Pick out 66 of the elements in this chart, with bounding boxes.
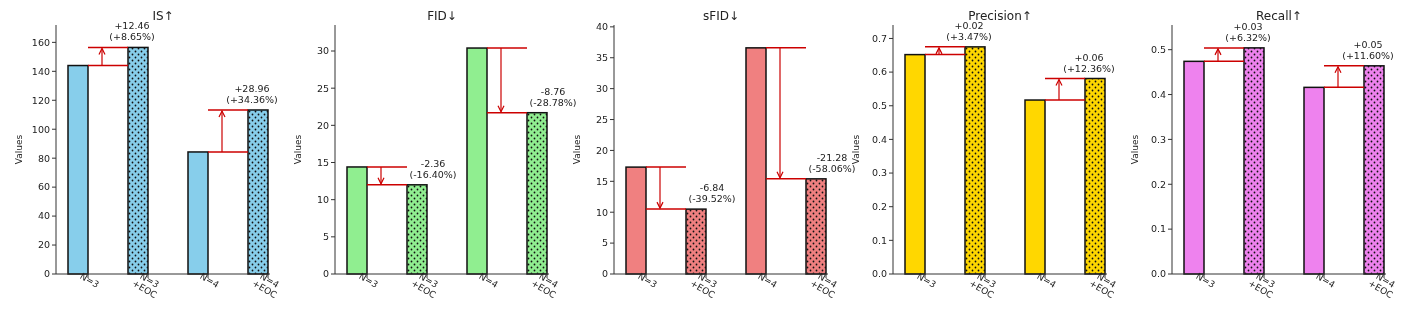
y-tick-label: 0.4 [1150,88,1166,100]
y-axis-title: Values [851,134,861,165]
y-axis-title: Values [293,134,303,165]
y-tick-label: 0.3 [1150,133,1166,145]
y-tick-label: 0.5 [1150,44,1166,55]
x-tick-label: N=4 [1314,271,1337,290]
x-tick-label: N=4 [1035,271,1058,290]
y-tick-label: 30 [595,82,608,94]
chart-title: sFID↓ [703,9,739,23]
y-tick-label: 5 [322,231,329,243]
x-tick-label: N=3 [78,271,101,290]
y-tick-label: 0.5 [871,100,887,112]
y-tick-label: 40 [595,21,608,33]
y-tick-label: 140 [31,65,50,77]
y-tick-label: 15 [595,175,608,187]
y-tick-label: 0.1 [1150,223,1166,235]
y-tick-label: 100 [31,123,50,135]
annotation: +0.06 (+12.36%) [1063,51,1115,74]
annotation: +0.03 (+6.32%) [1225,20,1271,43]
y-tick-label: 0.0 [871,268,887,280]
y-tick-label: 0.6 [871,66,887,78]
y-tick-label: 120 [31,94,50,106]
y-tick-label: 15 [316,156,329,168]
x-tick-label: N=4 [756,271,779,290]
x-tick-label: N=3 [636,271,659,290]
y-tick-label: 160 [31,36,50,48]
annotation: -8.76 (-28.78%) [529,85,577,108]
y-axis-title: Values [572,134,582,165]
x-tick-label: N=3 [915,271,938,290]
x-tick-label: N=3 [357,271,380,290]
y-tick-label: 20 [595,144,608,156]
y-tick-label: 40 [37,210,50,222]
annotation: -2.36 (-16.40%) [409,157,457,180]
y-tick-label: 20 [316,119,329,131]
y-axis-title: Values [14,134,24,165]
y-tick-label: 0 [601,268,608,280]
y-tick-label: 0.3 [871,167,887,179]
y-tick-label: 25 [316,82,329,94]
chart-title: IS↑ [152,9,174,23]
y-tick-label: 0 [43,268,50,280]
y-tick-label: 5 [601,237,608,249]
x-tick-label: N=4 [198,271,221,290]
y-tick-label: 0.2 [871,201,887,213]
y-tick-label: 10 [595,206,608,218]
y-tick-label: 25 [595,113,608,125]
y-tick-label: 0.1 [871,234,887,246]
y-axis-title: Values [1130,134,1140,165]
y-tick-label: 0.4 [871,133,887,145]
y-tick-label: 80 [37,152,50,164]
y-tick-label: 0.7 [871,32,887,44]
annotation: +12.46 (+8.65%) [109,20,155,43]
y-tick-label: 0.0 [1150,268,1166,280]
annotation: +28.96 (+34.36%) [226,82,278,105]
annotation: +0.05 (+11.60%) [1342,38,1394,61]
chart-title: Recall↑ [1256,9,1302,23]
x-tick-label: N=4 [477,271,500,290]
y-tick-label: 20 [37,239,50,251]
y-tick-label: 10 [316,194,329,205]
chart-title: FID↓ [427,9,457,23]
y-tick-label: 60 [37,181,50,193]
y-tick-label: 30 [316,45,329,57]
y-tick-label: 0.2 [1150,178,1166,190]
annotation: -6.84 (-39.52%) [688,182,736,205]
y-tick-label: 0 [322,268,329,280]
y-tick-label: 35 [595,52,608,64]
x-tick-label: N=3 [1194,271,1217,290]
